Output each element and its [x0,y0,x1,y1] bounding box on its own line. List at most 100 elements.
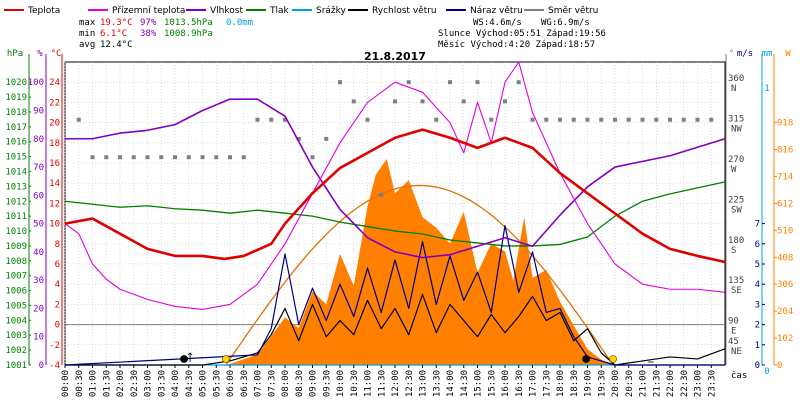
wind-dir-deg-label: 180 [728,236,744,246]
wind-direction-point [516,80,521,85]
pressure-unit: hPa [7,49,23,59]
legend-label: Teplota [27,6,60,16]
stats-pressure: 1013.5hPa [164,18,213,28]
wind-direction-point [310,155,315,160]
temperature-tick-label: 2 [55,300,60,310]
rain-unit: mm [762,49,773,59]
series-rychlost-větru [65,293,726,366]
wind-speed-tick-label: 0 [755,361,760,371]
temperature-tick-label: 6 [55,260,60,270]
series-tlak [64,181,726,247]
wind-direction-point [626,117,631,122]
stats-wind-speed: WS:4.6m/s [473,18,522,28]
series-vlhkost [65,98,726,259]
temperature-tick-label: -2 [49,341,60,351]
wind-direction-point [434,117,439,122]
radiation-tick-label: 714 [777,172,793,182]
wind-direction-point [173,155,177,160]
temperature-tick-label: 18 [49,139,60,149]
x-tick-label: 16:30 [515,370,525,397]
wind-direction-point [255,117,260,122]
x-tick-label: 15:00 [474,370,484,397]
wind-direction-point [214,155,219,160]
wind-speed-unit: m/s [737,49,753,59]
pressure-tick-label: 1017 [5,123,27,133]
pressure-tick-label: 1013 [5,182,27,192]
x-tick-label: 11:00 [364,370,374,397]
x-tick-label: 02:00 [116,370,126,397]
wind-speed-tick-label: 1 [755,341,760,351]
sunset-marker [609,355,617,363]
x-tick-label: 22:00 [666,370,676,397]
wind-direction-point [571,117,576,122]
x-tick-label: 08:00 [281,370,291,397]
x-tick-label: 02:30 [130,370,140,397]
legend-label: Tlak [269,6,290,16]
rain-tick-label: 1 [764,84,769,94]
pressure-tick-label: 1010 [5,227,27,237]
x-tick-label: 23:00 [694,370,704,397]
x-tick-label: 13:00 [419,370,429,397]
stats-panel: max 19.3°C 97% 1013.5hPa 0.0mm min 6.1°C 38% 100… [79,18,606,50]
humidity-tick-label: 90 [33,106,44,116]
wind-dir-compass-label: N [731,84,736,94]
wind-direction-point [379,192,384,197]
wind-direction-point [365,117,370,122]
humidity-tick-label: 80 [33,135,44,145]
wind-direction-point [228,155,232,160]
humidity-tick-label: 60 [33,191,44,201]
stats-row-label: min [79,29,95,39]
wind-direction-point [530,117,535,122]
wind-direction-point [269,117,274,122]
wind-direction-point [448,80,452,85]
x-tick-label: 12:00 [391,370,401,397]
x-tick-label: 06:00 [226,370,236,397]
wind-direction-point [104,155,109,160]
legend-label: Směr větru [548,6,598,16]
wind-direction-point [406,80,411,85]
pressure-tick-label: 1011 [5,212,27,222]
x-tick-label: 12:30 [405,370,415,397]
pressure-tick-label: 1008 [5,257,27,267]
temperature-tick-label: -4 [49,361,60,371]
x-tick-label: 01:30 [102,370,112,397]
x-tick-label: 00:00 [61,370,71,397]
wind-dir-deg-label: 270 [728,155,744,165]
wind-direction-point [613,117,617,122]
sunrise-marker [221,355,230,363]
x-tick-label: 06:30 [240,370,250,397]
moonrise-arrow [187,352,193,362]
temperature-unit: °C [51,49,62,59]
x-tick-label: 07:00 [254,370,264,397]
temperature-tick-label: 22 [49,98,60,108]
humidity-tick-label: 70 [33,163,44,173]
wind-direction-point [159,155,164,160]
x-tick-label: 04:00 [171,370,181,397]
wind-direction-point [186,155,191,160]
wind-direction-point [640,117,645,122]
temperature-tick-label: 8 [55,240,60,250]
moonset-marker [582,355,591,363]
wind-direction-point [324,136,329,141]
chart-title: 21.8.2017 [364,50,426,63]
x-tick-label: 08:30 [295,370,305,397]
x-tick-label: 21:00 [639,370,649,397]
legend: Teplota Přízemní teplota Vlhkost Tlak Srážky… [4,6,598,16]
radiation-tick-label: 918 [777,119,793,129]
wind-speed-tick-label: 3 [755,300,760,310]
x-tick-label: 17:00 [529,370,539,397]
temperature-tick-label: 12 [49,199,60,209]
humidity-tick-label: 50 [33,220,44,230]
wind-speed-tick-label: 5 [755,260,760,270]
pressure-tick-label: 1015 [5,153,27,163]
humidity-tick-label: 40 [33,248,44,258]
stats-sun: Slunce Východ:05:51 Západ:19:56 [438,29,606,39]
x-tick-label: 03:00 [144,370,154,397]
pressure-tick-label: 1009 [5,242,27,252]
wind-direction-point [131,155,136,160]
wind-direction-point [681,117,686,122]
temperature-tick-label: 24 [49,78,60,88]
wind-direction-point [668,117,672,122]
